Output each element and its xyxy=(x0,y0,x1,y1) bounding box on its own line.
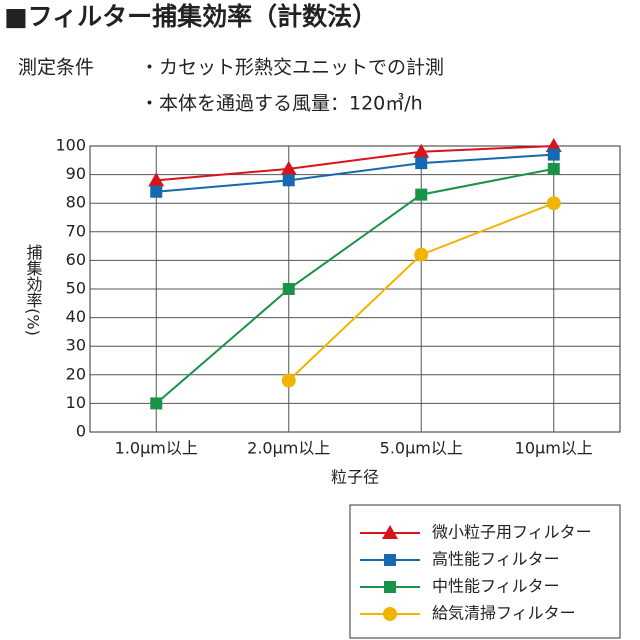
x-axis-label: 粒子径 xyxy=(331,468,379,487)
data-point xyxy=(148,172,165,187)
data-point xyxy=(545,138,562,152)
x-tick-label: 1.0μm以上 xyxy=(115,439,198,458)
y-tick-label: 50 xyxy=(66,279,86,298)
x-tick-label: 5.0μm以上 xyxy=(380,439,463,458)
data-point xyxy=(546,196,561,211)
data-point xyxy=(547,148,560,161)
legend-marker xyxy=(382,525,398,539)
conditions-label: 測定条件 xyxy=(18,57,94,79)
legend-marker xyxy=(384,554,396,566)
plot-frame xyxy=(89,145,621,433)
data-point xyxy=(281,373,296,388)
legend-label: 高性能フィルター xyxy=(432,550,560,569)
y-tick-label: 20 xyxy=(66,364,86,383)
y-tick-label: 30 xyxy=(66,336,86,355)
chart-title: ■フィルター捕集効率（計数法） xyxy=(4,2,377,31)
condition: ・本体を通過する風量：120㎥/h xyxy=(140,93,423,115)
data-point xyxy=(282,174,295,187)
condition: ・カセット形熱交ユニットでの計測 xyxy=(140,57,444,79)
legend-box xyxy=(349,504,621,639)
series-line xyxy=(155,167,554,405)
legend-label: 微小粒子用フィルター xyxy=(432,523,592,542)
y-tick-label: 90 xyxy=(66,164,86,183)
legend-label: 給気清掃フィルター xyxy=(432,604,576,623)
data-point xyxy=(415,188,428,201)
data-point xyxy=(414,247,429,262)
data-point xyxy=(280,160,297,175)
data-point xyxy=(282,283,295,295)
y-tick-label: 100 xyxy=(55,136,86,155)
y-tick-label: 10 xyxy=(66,393,86,412)
y-axis-label: 捕集効率(%) xyxy=(24,244,43,336)
legend-marker xyxy=(384,581,396,593)
data-point xyxy=(415,157,428,170)
y-tick-label: 60 xyxy=(66,250,86,269)
legend-label: 中性能フィルター xyxy=(432,577,560,596)
y-tick-label: 40 xyxy=(66,307,86,326)
data-point xyxy=(150,185,163,198)
y-tick-label: 70 xyxy=(66,221,86,240)
y-tick-label: 0 xyxy=(76,422,86,441)
data-point xyxy=(547,162,560,175)
y-tick-label: 80 xyxy=(66,193,86,212)
series-line xyxy=(156,145,554,182)
series-line xyxy=(156,153,554,193)
data-point xyxy=(413,143,430,158)
x-tick-label: 10μm以上 xyxy=(515,439,593,458)
data-point xyxy=(150,397,163,410)
x-tick-label: 2.0μm以上 xyxy=(247,439,330,458)
legend-marker xyxy=(383,607,397,621)
